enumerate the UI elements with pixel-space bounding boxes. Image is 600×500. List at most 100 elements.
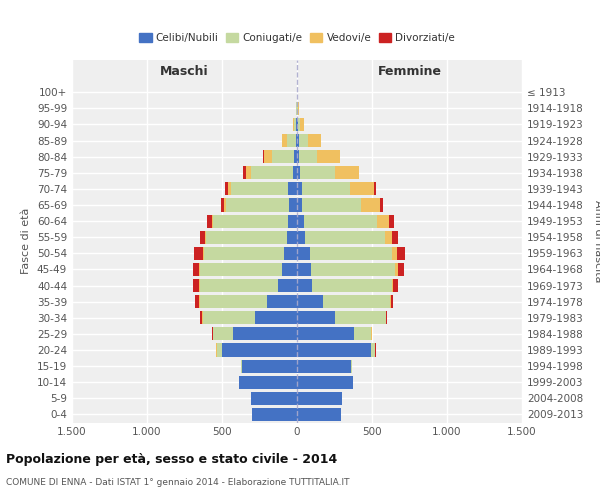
Bar: [297, 360, 352, 372]
Bar: [297, 134, 322, 147]
Bar: [199, 263, 297, 276]
Bar: [263, 150, 297, 164]
Bar: [252, 408, 297, 421]
Bar: [297, 408, 341, 421]
Bar: [297, 328, 372, 340]
Bar: [297, 263, 398, 276]
Bar: [297, 344, 376, 356]
Bar: [297, 279, 398, 292]
Bar: [297, 295, 390, 308]
Bar: [216, 344, 297, 356]
Bar: [282, 134, 297, 147]
Bar: [241, 360, 297, 372]
Bar: [196, 295, 297, 308]
Bar: [212, 214, 297, 228]
Legend: Celibi/Nubili, Coniugati/e, Vedovi/e, Divorziati/e: Celibi/Nubili, Coniugati/e, Vedovi/e, Di…: [135, 29, 459, 48]
Bar: [221, 198, 297, 211]
Bar: [297, 102, 298, 115]
Bar: [297, 295, 391, 308]
Bar: [297, 134, 299, 147]
Bar: [239, 376, 297, 389]
Bar: [297, 102, 299, 115]
Bar: [297, 166, 300, 179]
Bar: [233, 328, 297, 340]
Bar: [297, 150, 317, 164]
Bar: [297, 328, 371, 340]
Bar: [212, 328, 297, 340]
Bar: [297, 214, 394, 228]
Bar: [297, 182, 376, 196]
Y-axis label: Anni di nascita: Anni di nascita: [593, 200, 600, 282]
Bar: [212, 328, 297, 340]
Bar: [284, 246, 297, 260]
Bar: [207, 214, 297, 228]
Bar: [297, 166, 359, 179]
Bar: [297, 311, 386, 324]
Bar: [296, 102, 297, 115]
Bar: [297, 408, 341, 421]
Bar: [203, 246, 297, 260]
Bar: [297, 166, 359, 179]
Bar: [297, 230, 392, 244]
Bar: [251, 392, 297, 405]
Bar: [297, 150, 299, 164]
Bar: [243, 166, 297, 179]
Bar: [277, 279, 297, 292]
Y-axis label: Fasce di età: Fasce di età: [22, 208, 31, 274]
Bar: [200, 311, 297, 324]
Bar: [297, 408, 341, 421]
Bar: [246, 166, 297, 179]
Bar: [296, 134, 297, 147]
Bar: [255, 311, 297, 324]
Bar: [296, 102, 297, 115]
Bar: [297, 134, 321, 147]
Bar: [297, 295, 323, 308]
Bar: [297, 166, 335, 179]
Bar: [297, 279, 392, 292]
Bar: [297, 230, 385, 244]
Bar: [199, 295, 297, 308]
Bar: [297, 118, 298, 131]
Bar: [225, 182, 297, 196]
Bar: [297, 182, 302, 196]
Bar: [297, 246, 392, 260]
Bar: [223, 198, 297, 211]
Bar: [288, 214, 297, 228]
Bar: [294, 150, 297, 164]
Bar: [241, 360, 297, 372]
Bar: [202, 311, 297, 324]
Bar: [204, 246, 297, 260]
Bar: [282, 263, 297, 276]
Bar: [282, 134, 297, 147]
Bar: [239, 376, 297, 389]
Bar: [297, 230, 305, 244]
Bar: [297, 311, 335, 324]
Bar: [297, 134, 308, 147]
Bar: [297, 150, 340, 164]
Bar: [199, 230, 297, 244]
Bar: [199, 295, 297, 308]
Bar: [293, 118, 297, 131]
Bar: [251, 392, 297, 405]
Bar: [194, 246, 297, 260]
Bar: [297, 263, 311, 276]
Bar: [297, 246, 405, 260]
Bar: [264, 150, 297, 164]
Bar: [193, 279, 297, 292]
Bar: [297, 214, 304, 228]
Bar: [288, 182, 297, 196]
Bar: [267, 295, 297, 308]
Bar: [241, 360, 297, 372]
Bar: [297, 214, 389, 228]
Bar: [297, 376, 353, 389]
Bar: [297, 392, 342, 405]
Bar: [294, 118, 297, 131]
Bar: [297, 118, 304, 131]
Bar: [297, 408, 341, 421]
Bar: [199, 279, 297, 292]
Bar: [213, 214, 297, 228]
Bar: [297, 150, 340, 164]
Bar: [297, 360, 352, 372]
Bar: [297, 198, 361, 211]
Bar: [297, 295, 393, 308]
